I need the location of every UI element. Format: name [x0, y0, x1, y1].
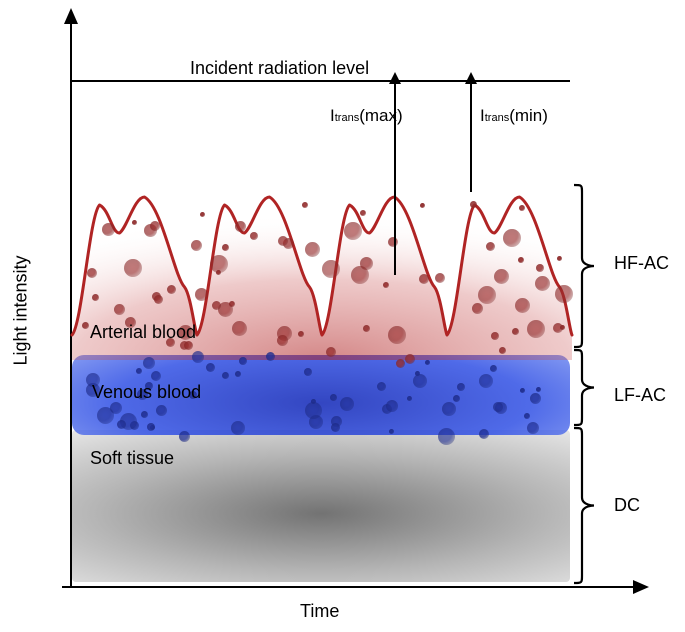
- lf-ac-label: LF-AC: [614, 385, 666, 406]
- x-axis-label: Time: [300, 601, 339, 622]
- dc-label: DC: [614, 495, 640, 516]
- y-axis-label: Light intensity: [11, 255, 32, 365]
- y-axis-arrowhead: [64, 8, 78, 24]
- incident-level-line: [72, 80, 570, 82]
- venous-label: Venous blood: [92, 382, 201, 403]
- hf-ac-label: HF-AC: [614, 253, 669, 274]
- x-axis: [62, 586, 638, 588]
- itrans-max-label: Itrans(max): [330, 106, 403, 126]
- arterial-label: Arterial blood: [90, 322, 196, 343]
- ppg-absorption-diagram: Light intensity Time Incident radiation …: [0, 0, 685, 632]
- itrans-min-arrow: [470, 82, 472, 192]
- right-braces: [572, 185, 612, 585]
- x-axis-arrowhead: [633, 580, 649, 594]
- itrans-min-label: Itrans(min): [480, 106, 548, 126]
- soft-tissue-label: Soft tissue: [90, 448, 174, 469]
- incident-level-label: Incident radiation level: [190, 58, 369, 79]
